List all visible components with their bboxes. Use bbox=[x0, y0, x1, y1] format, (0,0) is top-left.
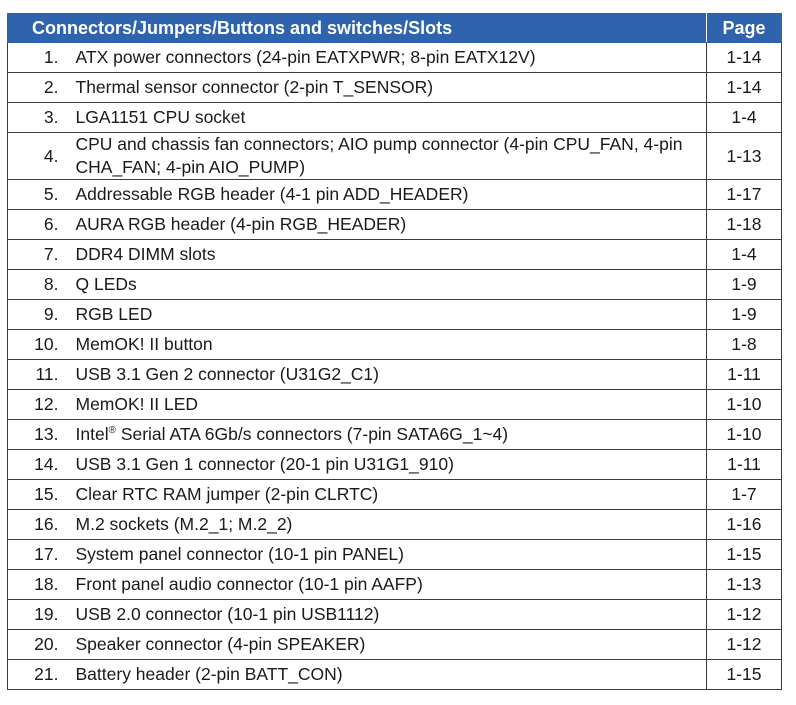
table-row: 4. CPU and chassis fan connectors; AIO p… bbox=[7, 132, 783, 180]
row-number: 5. bbox=[7, 179, 67, 210]
row-description: LGA1151 CPU socket bbox=[66, 102, 708, 133]
row-number: 9. bbox=[7, 299, 67, 330]
row-page: 1-13 bbox=[706, 132, 783, 180]
row-number: 14. bbox=[7, 449, 67, 480]
row-number: 11. bbox=[7, 359, 67, 390]
row-number: 10. bbox=[7, 329, 67, 360]
table-row: 18. Front panel audio connector (10-1 pi… bbox=[7, 569, 783, 600]
table-row: 9. RGB LED 1-9 bbox=[7, 299, 783, 330]
row-description: AURA RGB header (4-pin RGB_HEADER) bbox=[66, 209, 708, 240]
row-description: Speaker connector (4-pin SPEAKER) bbox=[66, 629, 708, 660]
row-page: 1-18 bbox=[706, 209, 783, 240]
row-number: 4. bbox=[7, 132, 67, 180]
row-page: 1-8 bbox=[706, 329, 783, 360]
row-description: Intel® Serial ATA 6Gb/s connectors (7-pi… bbox=[66, 419, 708, 450]
row-description: Front panel audio connector (10-1 pin AA… bbox=[66, 569, 708, 600]
row-page: 1-9 bbox=[706, 299, 783, 330]
row-page: 1-10 bbox=[706, 389, 783, 420]
table-row: 21. Battery header (2-pin BATT_CON) 1-15 bbox=[7, 659, 783, 690]
desc-text: Intel bbox=[75, 424, 109, 444]
row-number: 7. bbox=[7, 239, 67, 270]
table-row: 6. AURA RGB header (4-pin RGB_HEADER) 1-… bbox=[7, 209, 783, 240]
row-number: 16. bbox=[7, 509, 67, 540]
row-page: 1-14 bbox=[706, 72, 783, 103]
registered-mark: ® bbox=[108, 425, 116, 437]
table-row: 14. USB 3.1 Gen 1 connector (20-1 pin U3… bbox=[7, 449, 783, 480]
row-description: Clear RTC RAM jumper (2-pin CLRTC) bbox=[66, 479, 708, 510]
row-number: 2. bbox=[7, 72, 67, 103]
table-row: 16. M.2 sockets (M.2_1; M.2_2) 1-16 bbox=[7, 509, 783, 540]
row-description: MemOK! II LED bbox=[66, 389, 708, 420]
row-description: USB 3.1 Gen 1 connector (20-1 pin U31G1_… bbox=[66, 449, 708, 480]
row-description: Q LEDs bbox=[66, 269, 708, 300]
row-page: 1-7 bbox=[706, 479, 783, 510]
row-page: 1-15 bbox=[706, 539, 783, 570]
row-number: 12. bbox=[7, 389, 67, 420]
row-page: 1-9 bbox=[706, 269, 783, 300]
row-number: 20. bbox=[7, 629, 67, 660]
row-description: System panel connector (10-1 pin PANEL) bbox=[66, 539, 708, 570]
row-page: 1-4 bbox=[706, 102, 783, 133]
row-page: 1-16 bbox=[706, 509, 783, 540]
row-number: 3. bbox=[7, 102, 67, 133]
row-description: M.2 sockets (M.2_1; M.2_2) bbox=[66, 509, 708, 540]
row-description: USB 3.1 Gen 2 connector (U31G2_C1) bbox=[66, 359, 708, 390]
row-number: 15. bbox=[7, 479, 67, 510]
table-row: 20. Speaker connector (4-pin SPEAKER) 1-… bbox=[7, 629, 783, 660]
row-number: 17. bbox=[7, 539, 67, 570]
row-description: Battery header (2-pin BATT_CON) bbox=[66, 659, 708, 690]
row-description: Addressable RGB header (4-1 pin ADD_HEAD… bbox=[66, 179, 708, 210]
table-row: 12. MemOK! II LED 1-10 bbox=[7, 389, 783, 420]
table-row: 7. DDR4 DIMM slots 1-4 bbox=[7, 239, 783, 270]
row-number: 8. bbox=[7, 269, 67, 300]
row-number: 18. bbox=[7, 569, 67, 600]
row-description: DDR4 DIMM slots bbox=[66, 239, 708, 270]
row-description: MemOK! II button bbox=[66, 329, 708, 360]
table-row: 13. Intel® Serial ATA 6Gb/s connectors (… bbox=[7, 419, 783, 450]
row-number: 13. bbox=[7, 419, 67, 450]
row-description: RGB LED bbox=[66, 299, 708, 330]
table-header-row: Connectors/Jumpers/Buttons and switches/… bbox=[6, 13, 783, 43]
table-row: 17. System panel connector (10-1 pin PAN… bbox=[7, 539, 783, 570]
header-title: Connectors/Jumpers/Buttons and switches/… bbox=[6, 13, 708, 43]
table-row: 15. Clear RTC RAM jumper (2-pin CLRTC) 1… bbox=[7, 479, 783, 510]
row-page: 1-13 bbox=[706, 569, 783, 600]
row-number: 1. bbox=[7, 42, 67, 73]
row-page: 1-10 bbox=[706, 419, 783, 450]
row-number: 21. bbox=[7, 659, 67, 690]
table-row: 19. USB 2.0 connector (10-1 pin USB1112)… bbox=[7, 599, 783, 630]
table-row: 5. Addressable RGB header (4-1 pin ADD_H… bbox=[7, 179, 783, 210]
row-description: ATX power connectors (24-pin EATXPWR; 8-… bbox=[66, 42, 708, 73]
table-row: 10. MemOK! II button 1-8 bbox=[7, 329, 783, 360]
row-page: 1-12 bbox=[706, 629, 783, 660]
table-row: 1. ATX power connectors (24-pin EATXPWR;… bbox=[7, 42, 783, 73]
header-page: Page bbox=[706, 13, 783, 43]
row-page: 1-4 bbox=[706, 239, 783, 270]
table-row: 11. USB 3.1 Gen 2 connector (U31G2_C1) 1… bbox=[7, 359, 783, 390]
row-page: 1-15 bbox=[706, 659, 783, 690]
row-page: 1-14 bbox=[706, 42, 783, 73]
table-row: 3. LGA1151 CPU socket 1-4 bbox=[7, 102, 783, 133]
desc-text: Serial ATA 6Gb/s connectors (7-pin SATA6… bbox=[115, 424, 509, 444]
row-description: Thermal sensor connector (2-pin T_SENSOR… bbox=[66, 72, 708, 103]
connectors-table: Connectors/Jumpers/Buttons and switches/… bbox=[6, 13, 783, 690]
row-page: 1-11 bbox=[706, 449, 783, 480]
row-number: 19. bbox=[7, 599, 67, 630]
row-page: 1-11 bbox=[706, 359, 783, 390]
row-description: USB 2.0 connector (10-1 pin USB1112) bbox=[66, 599, 708, 630]
row-number: 6. bbox=[7, 209, 67, 240]
row-page: 1-17 bbox=[706, 179, 783, 210]
table-row: 8. Q LEDs 1-9 bbox=[7, 269, 783, 300]
table-row: 2. Thermal sensor connector (2-pin T_SEN… bbox=[7, 72, 783, 103]
row-description: CPU and chassis fan connectors; AIO pump… bbox=[66, 132, 708, 180]
row-page: 1-12 bbox=[706, 599, 783, 630]
